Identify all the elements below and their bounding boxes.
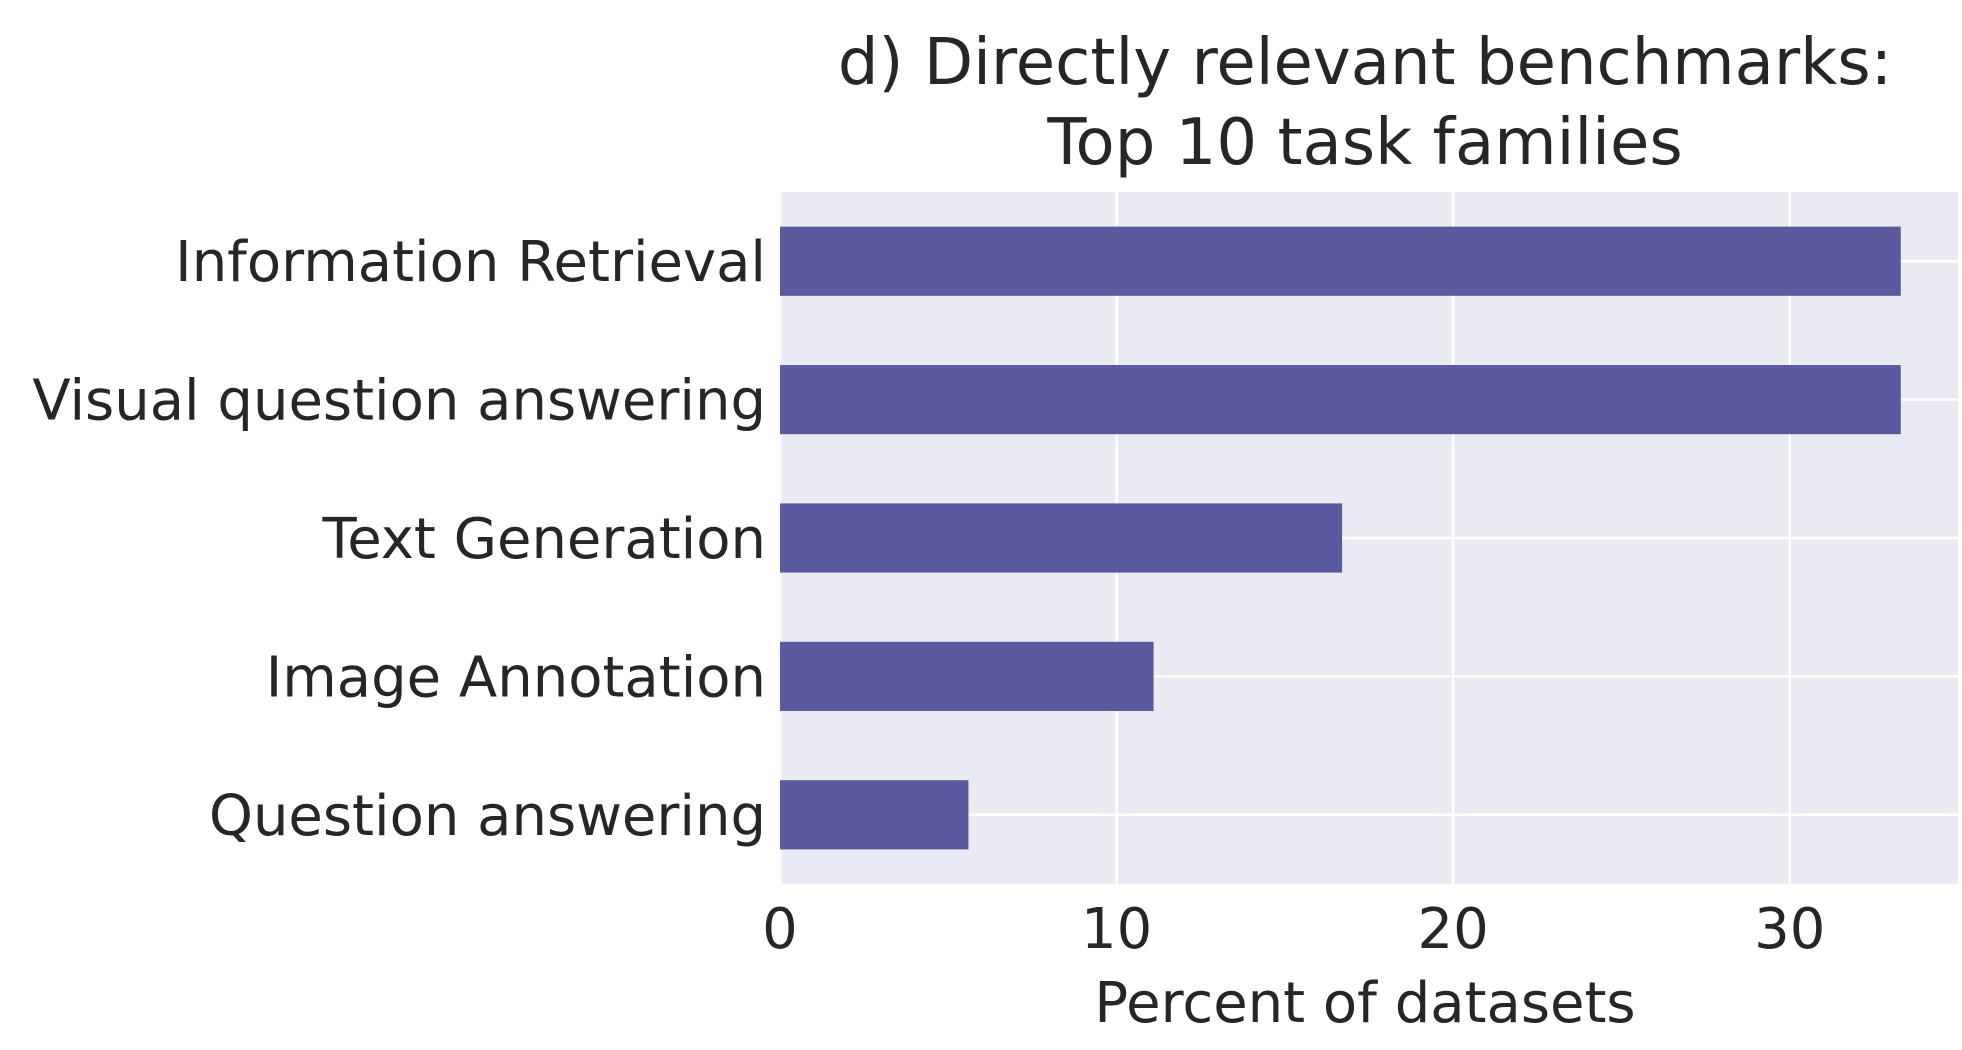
x-tick-label: 0: [762, 897, 798, 962]
bar: [780, 365, 1901, 435]
y-tick-labels: Information Retrieval Visual question ans…: [32, 230, 766, 849]
chart-title-line-2: Top 10 task families: [1046, 106, 1682, 180]
bar: [780, 226, 1901, 296]
chart-title: d) Directly relevant benchmarks: Top 10 …: [838, 26, 1892, 180]
y-tick-label: Image Annotation: [266, 645, 766, 710]
bar: [780, 503, 1343, 573]
bars: [780, 226, 1901, 850]
x-tick-labels: 0 10 20 30: [762, 897, 1825, 962]
y-tick-label: Question answering: [209, 784, 766, 849]
x-tick-label: 20: [1418, 897, 1489, 962]
x-tick-label: 10: [1081, 897, 1152, 962]
x-tick-label: 30: [1754, 897, 1825, 962]
y-tick-label: Visual question answering: [32, 369, 766, 434]
y-tick-label: Text Generation: [322, 507, 766, 572]
chart-title-line-1: d) Directly relevant benchmarks:: [838, 26, 1892, 100]
bar: [780, 641, 1154, 711]
x-axis-label: Percent of datasets: [1094, 971, 1635, 1036]
bar: [780, 780, 969, 850]
y-tick-label: Information Retrieval: [175, 230, 766, 295]
